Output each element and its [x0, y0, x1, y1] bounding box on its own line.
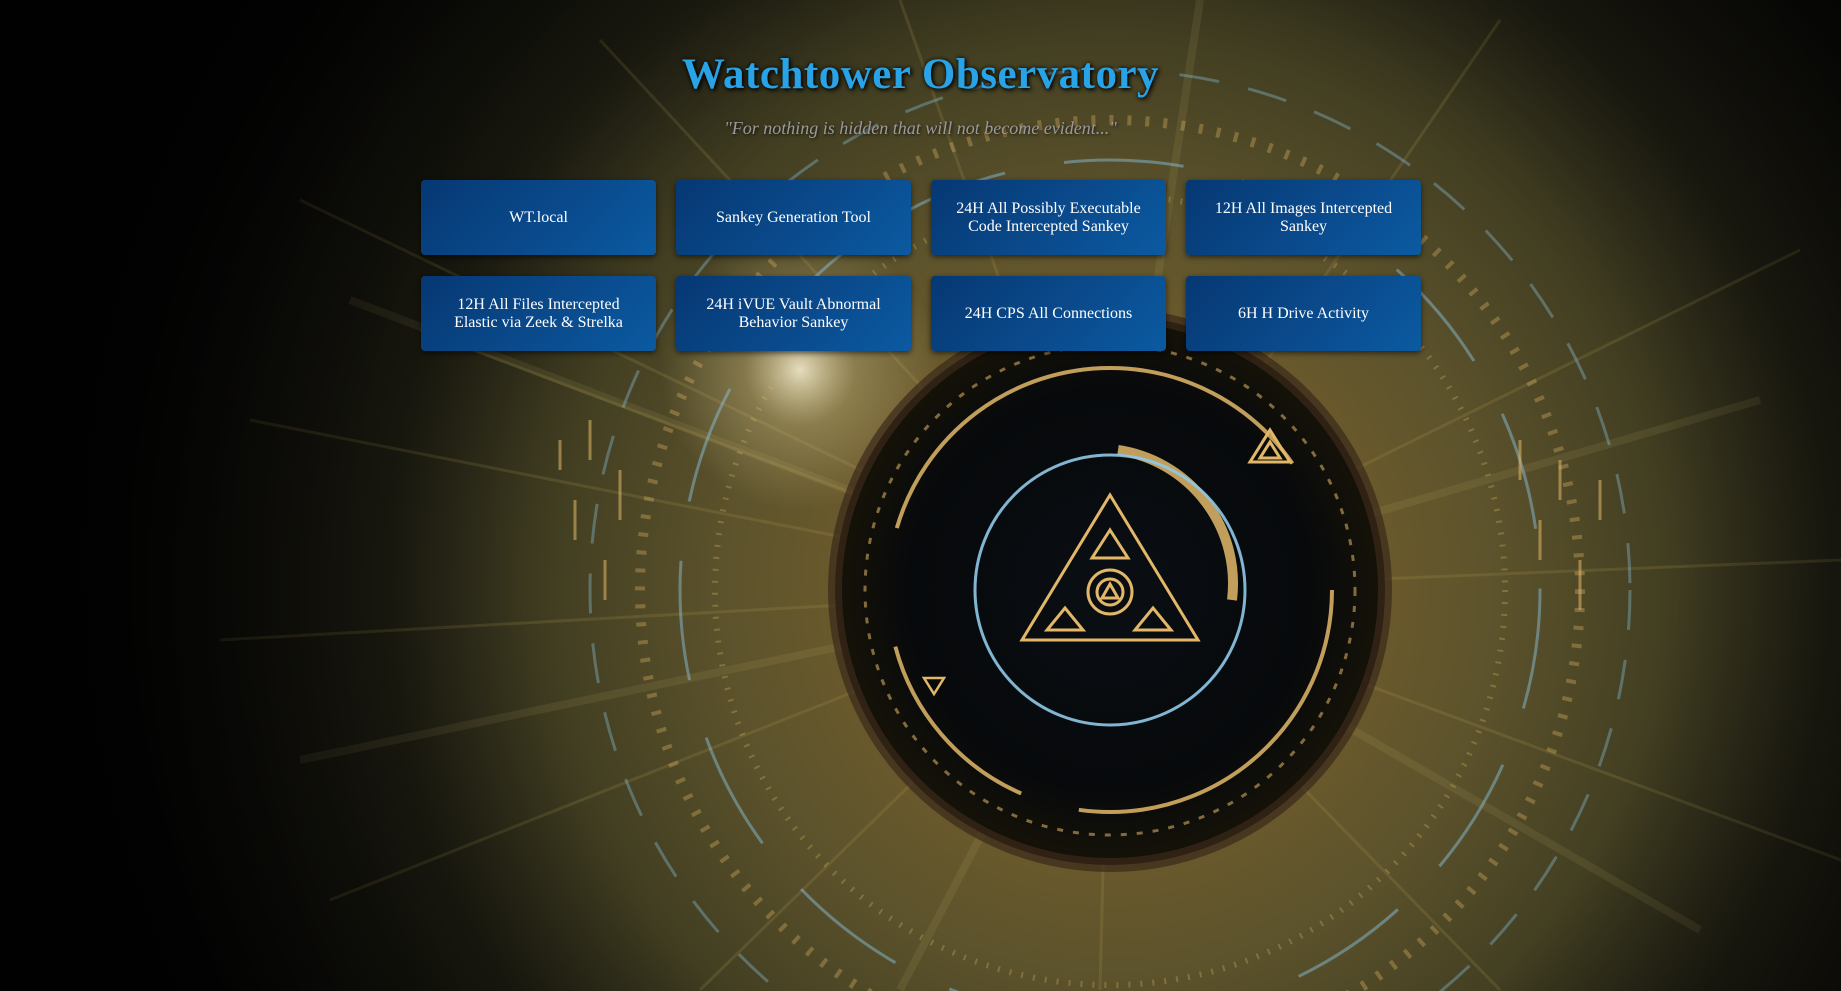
link-button-24h-cps-connections[interactable]: 24H CPS All Connections — [931, 276, 1166, 351]
link-button-6h-h-drive-activity[interactable]: 6H H Drive Activity — [1186, 276, 1421, 351]
link-button-wt-local[interactable]: WT.local — [421, 180, 656, 255]
link-button-sankey-generation-tool[interactable]: Sankey Generation Tool — [676, 180, 911, 255]
link-grid: WT.local Sankey Generation Tool 24H All … — [421, 180, 1421, 351]
link-button-12h-files-elastic[interactable]: 12H All Files Intercepted Elastic via Ze… — [421, 276, 656, 351]
link-button-24h-executable-code-sankey[interactable]: 24H All Possibly Executable Code Interce… — [931, 180, 1166, 255]
page-tagline: "For nothing is hidden that will not bec… — [724, 118, 1117, 138]
page-title: Watchtower Observatory — [681, 51, 1160, 98]
link-button-12h-images-sankey[interactable]: 12H All Images Intercepted Sankey — [1186, 180, 1421, 255]
link-button-24h-ivue-vault-sankey[interactable]: 24H iVUE Vault Abnormal Behavior Sankey — [676, 276, 911, 351]
